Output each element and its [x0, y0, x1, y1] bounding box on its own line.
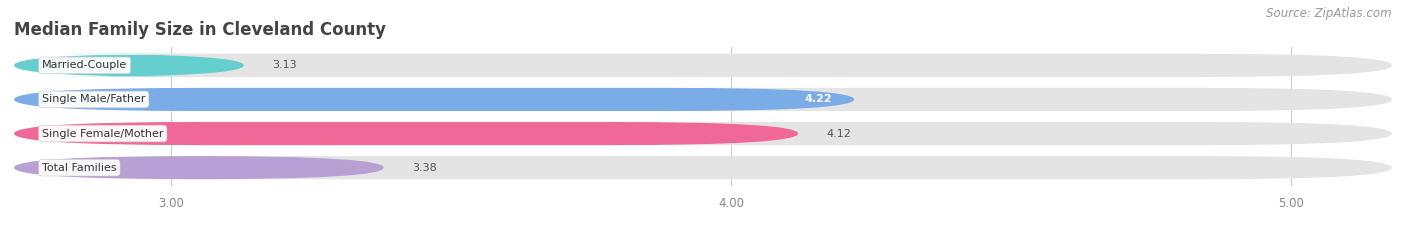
FancyBboxPatch shape [14, 122, 799, 145]
Text: Median Family Size in Cleveland County: Median Family Size in Cleveland County [14, 21, 387, 39]
Text: Source: ZipAtlas.com: Source: ZipAtlas.com [1267, 7, 1392, 20]
FancyBboxPatch shape [14, 156, 1392, 179]
Text: Single Male/Father: Single Male/Father [42, 94, 146, 104]
FancyBboxPatch shape [14, 54, 1392, 77]
FancyBboxPatch shape [14, 88, 855, 111]
FancyBboxPatch shape [14, 54, 243, 77]
FancyBboxPatch shape [14, 156, 384, 179]
Text: 3.38: 3.38 [412, 163, 436, 173]
Text: 4.12: 4.12 [827, 129, 851, 139]
Text: 4.22: 4.22 [804, 94, 832, 104]
FancyBboxPatch shape [14, 122, 1392, 145]
Text: Single Female/Mother: Single Female/Mother [42, 129, 163, 139]
Text: Married-Couple: Married-Couple [42, 60, 128, 70]
FancyBboxPatch shape [14, 88, 1392, 111]
Text: 3.13: 3.13 [271, 60, 297, 70]
Text: Total Families: Total Families [42, 163, 117, 173]
